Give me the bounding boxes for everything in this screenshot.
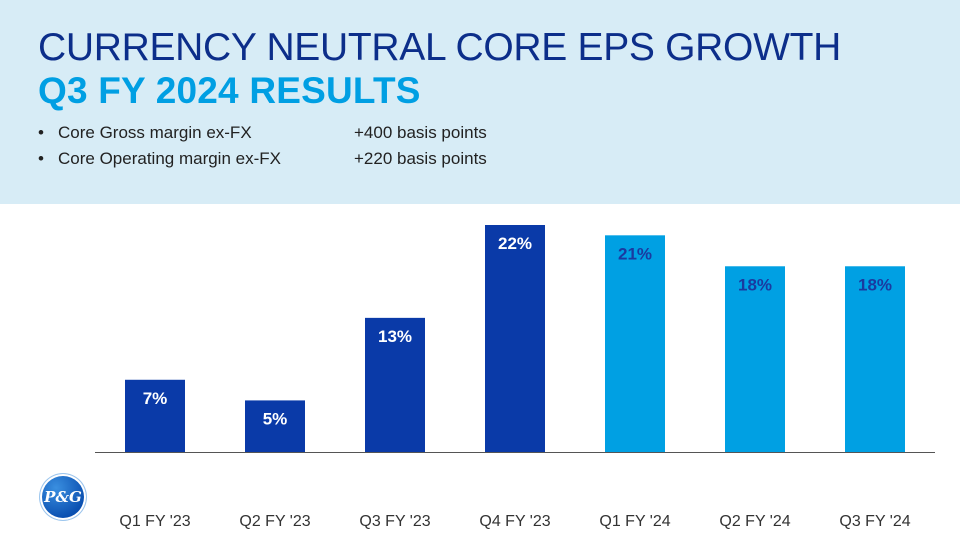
- bar: [605, 235, 665, 452]
- header-banner: CURRENCY NEUTRAL CORE EPS GROWTH Q3 FY 2…: [0, 0, 960, 204]
- bar-data-label: 7%: [143, 389, 168, 408]
- pg-logo: P&G: [40, 474, 86, 520]
- title-line-1: CURRENCY NEUTRAL CORE EPS GROWTH: [38, 26, 841, 69]
- bar-data-label: 5%: [263, 409, 288, 428]
- category-tick-label: Q2 FY '23: [239, 513, 310, 530]
- bar-data-label: 22%: [498, 234, 532, 253]
- category-tick-label: Q3 FY '23: [359, 513, 430, 530]
- bullet-list: • Core Gross margin ex-FX +400 basis poi…: [38, 120, 487, 172]
- bar: [125, 379, 185, 452]
- category-tick-label: Q1 FY '23: [119, 513, 190, 530]
- bullet-item: • Core Operating margin ex-FX +220 basis…: [38, 146, 487, 172]
- bullet-marker: •: [38, 123, 44, 142]
- bar: [725, 266, 785, 452]
- bullet-label: Core Operating margin ex-FX: [58, 149, 281, 168]
- bar: [365, 317, 425, 452]
- bullet-value: +220 basis points: [354, 149, 487, 168]
- bar-data-label: 21%: [618, 244, 652, 263]
- bar: [485, 225, 545, 452]
- bar-data-label: 18%: [858, 275, 892, 294]
- title-line-2: Q3 FY 2024 RESULTS: [38, 70, 421, 111]
- bullet-label: Core Gross margin ex-FX: [58, 123, 252, 142]
- category-tick-label: Q3 FY '24: [839, 513, 910, 530]
- bullet-value: +400 basis points: [354, 123, 487, 142]
- category-tick-label: Q2 FY '24: [719, 513, 790, 530]
- bullet-item: • Core Gross margin ex-FX +400 basis poi…: [38, 120, 487, 146]
- eps-growth-bar-chart: 7% Q1 FY '23 5% Q2 FY '23 13% Q3 FY '23 22% Q4 …: [95, 225, 935, 530]
- category-tick-label: Q1 FY '24: [599, 513, 670, 530]
- bar-data-label: 13%: [378, 327, 412, 346]
- category-tick-label: Q4 FY '23: [479, 513, 550, 530]
- bar: [245, 400, 305, 452]
- bar-data-label: 18%: [738, 275, 772, 294]
- bullet-marker: •: [38, 149, 44, 168]
- bar: [845, 266, 905, 452]
